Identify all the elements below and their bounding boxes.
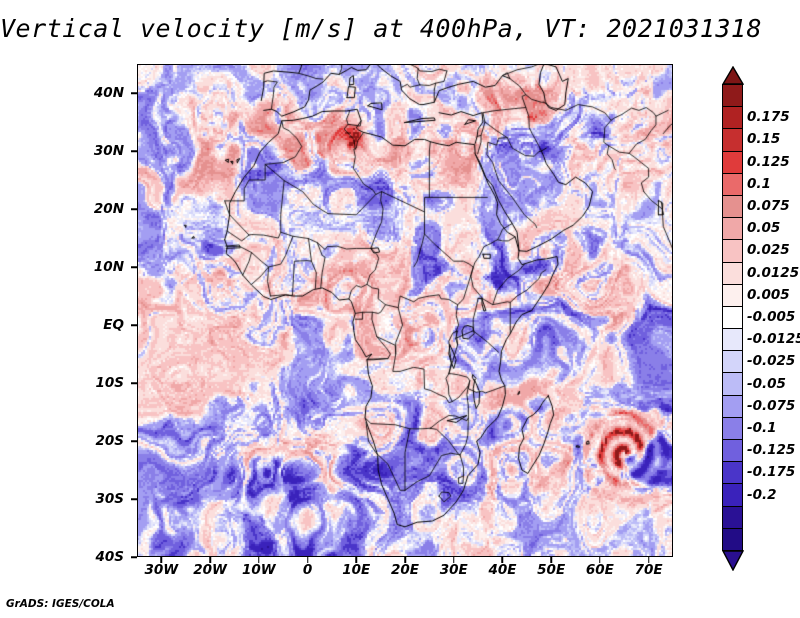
x-tick-label: 60E <box>585 562 614 578</box>
colorbar-swatch <box>722 106 743 130</box>
colorbar-swatch <box>722 261 743 286</box>
y-tick-mark <box>131 556 137 558</box>
colorbar-swatch <box>722 505 743 530</box>
colorbar-swatch <box>722 328 743 352</box>
x-tick-mark <box>404 557 406 563</box>
y-tick-label: 30N <box>93 143 124 159</box>
colorbar-swatch <box>722 84 743 108</box>
colorbar-label: -0.125 <box>747 442 796 459</box>
y-tick-label: 10N <box>93 259 124 275</box>
x-tick-label: 50E <box>537 562 566 578</box>
colorbar-label: -0.0125 <box>747 331 800 348</box>
colorbar-swatch <box>722 483 743 507</box>
colorbar-label: 0.025 <box>747 242 790 259</box>
colorbar-label: 0.05 <box>747 220 781 237</box>
x-tick-mark <box>452 557 455 563</box>
colorbar-label: 0.005 <box>747 286 790 303</box>
colorbar-swatch <box>722 283 743 308</box>
x-tick-mark <box>160 557 163 563</box>
y-tick-label: EQ <box>103 317 124 333</box>
x-tick-label: 20E <box>390 562 420 578</box>
x-tick-mark <box>647 557 650 563</box>
x-tick-label: 10E <box>342 562 371 578</box>
colorbar-label: -0.05 <box>747 375 786 392</box>
colorbar-swatch <box>722 350 743 374</box>
colorbar-swatch <box>722 416 743 441</box>
x-tick-mark <box>599 557 601 563</box>
colorbar-label: 0.15 <box>747 131 781 148</box>
colorbar-label: -0.025 <box>747 353 796 370</box>
x-tick-label: 40E <box>488 562 517 578</box>
colorbar-label: 0.075 <box>747 198 790 215</box>
colorbar-arrow-bottom <box>721 550 744 572</box>
colorbar-swatch <box>722 439 743 463</box>
y-tick-mark <box>131 150 137 152</box>
colorbar <box>721 65 744 572</box>
x-tick-mark <box>258 557 260 563</box>
y-tick-mark <box>131 266 137 268</box>
colorbar-swatch <box>722 394 743 419</box>
y-tick-mark <box>131 208 137 210</box>
colorbar-label: 0.175 <box>747 109 790 126</box>
x-tick-label: 0 <box>302 562 313 578</box>
page-title: Vertical velocity [m/s] at 400hPa, VT: 2… <box>0 14 763 43</box>
y-tick-label: 10S <box>95 375 124 391</box>
colorbar-label: -0.2 <box>747 486 777 503</box>
colorbar-swatch <box>722 150 743 175</box>
colorbar-swatch <box>722 217 743 241</box>
x-tick-label: 20W <box>193 562 227 578</box>
grads-credit: GrADS: IGES/COLA <box>6 598 115 610</box>
y-tick-mark <box>131 92 137 94</box>
colorbar-label: -0.175 <box>747 464 796 481</box>
colorbar-label: 0.0125 <box>747 264 800 281</box>
colorbar-swatch <box>722 194 743 219</box>
colorbar-label: -0.1 <box>747 419 777 436</box>
x-tick-mark <box>501 557 504 563</box>
y-tick-mark <box>131 440 137 442</box>
colorbar-label: -0.075 <box>747 397 796 414</box>
colorbar-swatch <box>722 239 743 263</box>
y-tick-label: 40S <box>95 549 124 565</box>
x-tick-mark <box>209 557 211 563</box>
y-tick-label: 40N <box>93 85 124 101</box>
map-plot-area <box>137 64 673 557</box>
x-tick-label: 10W <box>241 562 276 578</box>
y-tick-label: 20S <box>95 433 124 449</box>
y-tick-mark <box>131 498 137 500</box>
colorbar-swatch <box>722 172 743 197</box>
x-tick-mark <box>306 557 309 563</box>
colorbar-label: 0.1 <box>747 175 771 192</box>
colorbar-swatch <box>722 305 743 330</box>
y-tick-label: 20N <box>93 201 124 217</box>
y-tick-mark <box>131 382 137 384</box>
x-tick-mark <box>550 557 552 563</box>
colorbar-label: 0.125 <box>747 153 790 170</box>
colorbar-swatch <box>722 128 743 152</box>
colorbar-swatch <box>722 461 743 485</box>
x-tick-label: 70E <box>634 562 663 578</box>
x-tick-label: 30E <box>439 562 468 578</box>
y-tick-label: 30S <box>95 491 124 507</box>
colorbar-swatch <box>722 372 743 397</box>
x-tick-label: 30W <box>144 562 179 578</box>
y-tick-mark <box>131 324 137 326</box>
colorbar-swatch <box>722 527 743 552</box>
map-coastlines-borders <box>137 64 673 557</box>
colorbar-arrow-top <box>721 65 744 85</box>
colorbar-label: -0.005 <box>747 309 796 325</box>
x-tick-mark <box>355 557 358 563</box>
